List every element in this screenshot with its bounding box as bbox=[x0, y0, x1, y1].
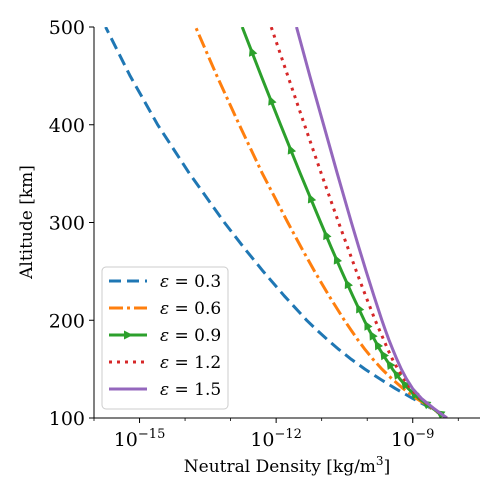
series-marker-3 bbox=[352, 302, 364, 314]
y-ticks: 100 200 300 400 500 bbox=[49, 17, 94, 430]
series-line-3 bbox=[242, 27, 447, 418]
legend: ε = 0.3 ε = 0.6 ε = 0.9 ε = 1.2 ε = 1.5 bbox=[102, 267, 228, 409]
y-tick-label: 200 bbox=[49, 310, 85, 332]
series-marker-3 bbox=[320, 228, 332, 240]
series-marker-3 bbox=[330, 253, 342, 265]
legend-label-2: ε = 0.6 bbox=[160, 299, 221, 319]
x-tick-label: 10−15 bbox=[114, 427, 166, 451]
series-marker-3 bbox=[360, 319, 372, 331]
legend-label-1: ε = 0.3 bbox=[160, 272, 221, 292]
x-ticks: 10−15 10−12 10−9 bbox=[94, 418, 458, 451]
legend-label-3: ε = 0.9 bbox=[160, 326, 221, 346]
series-marker-3 bbox=[304, 192, 316, 204]
series-marker-3 bbox=[341, 277, 353, 289]
y-tick-label: 500 bbox=[49, 17, 85, 39]
x-tick-label: 10−9 bbox=[391, 427, 434, 451]
series-line-4 bbox=[271, 27, 447, 418]
x-tick-label: 10−12 bbox=[250, 427, 302, 451]
y-axis-label: Altitude [km] bbox=[17, 165, 37, 280]
y-tick-label: 100 bbox=[49, 408, 85, 430]
series-marker-3 bbox=[371, 338, 383, 350]
legend-label-4: ε = 1.2 bbox=[160, 353, 221, 373]
legend-label-5: ε = 1.5 bbox=[160, 380, 221, 400]
series-marker-3 bbox=[265, 94, 277, 106]
series-marker-3 bbox=[365, 328, 377, 340]
y-tick-label: 300 bbox=[49, 213, 85, 235]
y-tick-label: 400 bbox=[49, 115, 85, 137]
x-axis-label: Neutral Density [kg/m3] bbox=[184, 454, 390, 477]
